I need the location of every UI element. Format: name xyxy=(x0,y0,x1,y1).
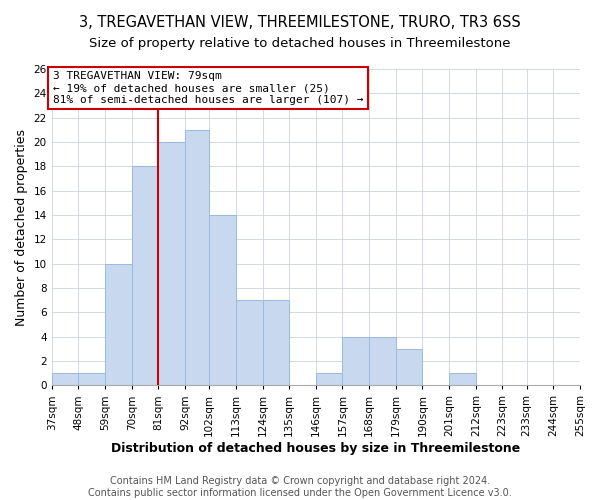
Bar xyxy=(158,142,185,386)
Bar xyxy=(79,373,105,386)
Y-axis label: Number of detached properties: Number of detached properties xyxy=(15,128,28,326)
Bar xyxy=(105,264,131,386)
Bar xyxy=(236,300,263,386)
Text: Contains HM Land Registry data © Crown copyright and database right 2024.
Contai: Contains HM Land Registry data © Crown c… xyxy=(88,476,512,498)
Text: Size of property relative to detached houses in Threemilestone: Size of property relative to detached ho… xyxy=(89,38,511,51)
Text: 3, TREGAVETHAN VIEW, THREEMILESTONE, TRURO, TR3 6SS: 3, TREGAVETHAN VIEW, THREEMILESTONE, TRU… xyxy=(79,15,521,30)
Bar xyxy=(131,166,158,386)
Bar xyxy=(316,373,343,386)
Bar xyxy=(343,336,369,386)
Bar xyxy=(396,349,422,386)
Bar xyxy=(185,130,209,386)
Bar xyxy=(209,215,236,386)
Bar xyxy=(369,336,396,386)
Bar xyxy=(52,373,79,386)
Bar xyxy=(263,300,289,386)
Bar xyxy=(449,373,476,386)
X-axis label: Distribution of detached houses by size in Threemilestone: Distribution of detached houses by size … xyxy=(111,442,520,455)
Text: 3 TREGAVETHAN VIEW: 79sqm
← 19% of detached houses are smaller (25)
81% of semi-: 3 TREGAVETHAN VIEW: 79sqm ← 19% of detac… xyxy=(53,72,364,104)
